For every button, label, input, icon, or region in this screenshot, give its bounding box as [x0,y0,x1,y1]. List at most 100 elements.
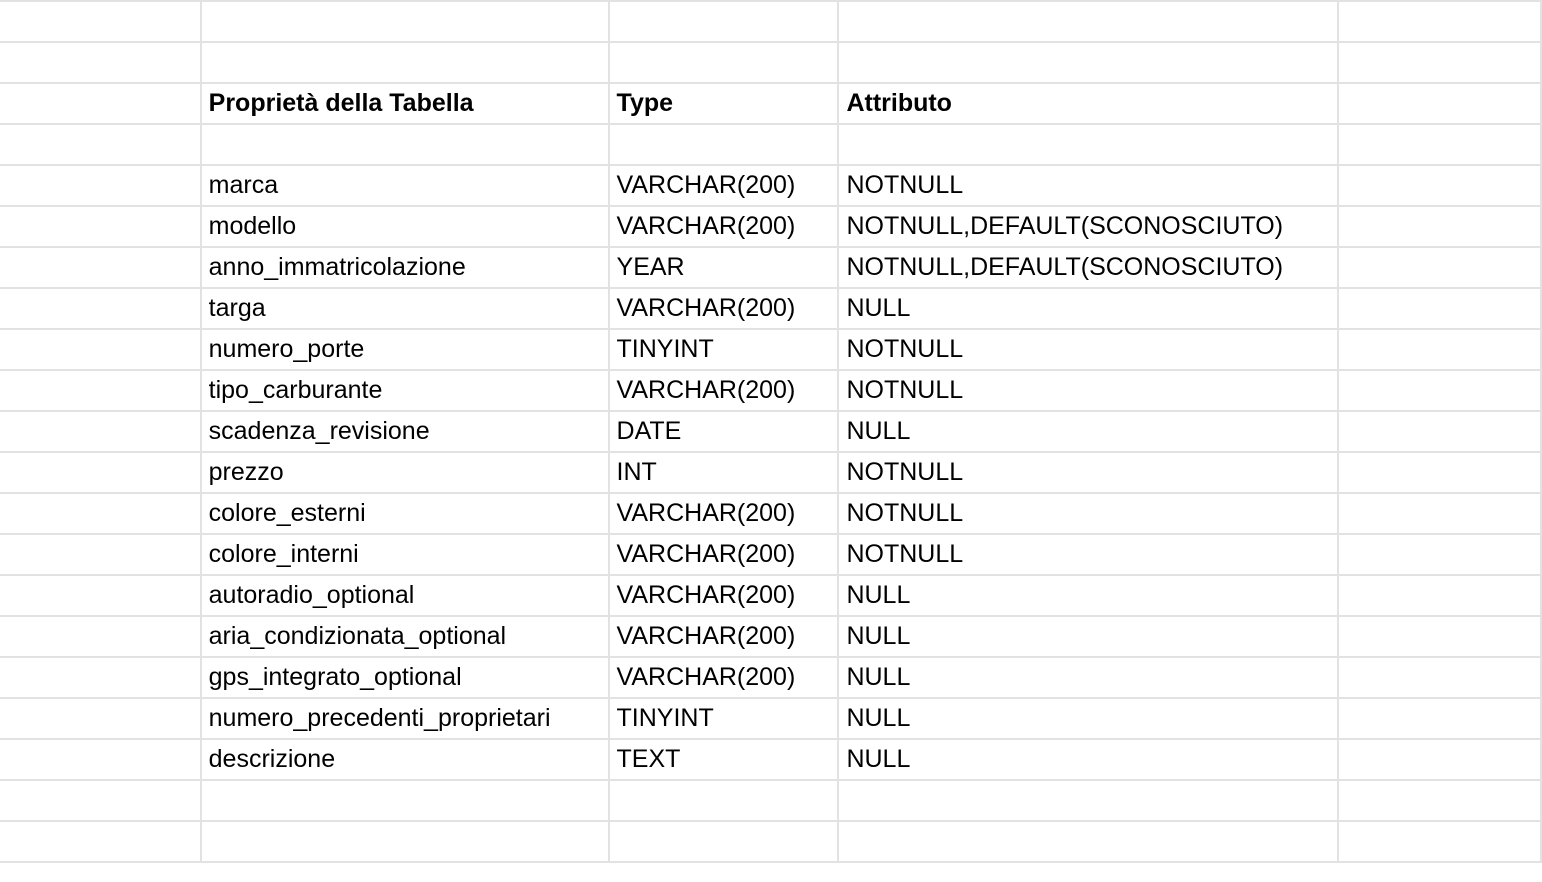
property-cell[interactable]: scadenza_revisione [200,411,610,453]
attribute-cell[interactable]: NULL [838,657,1340,699]
cell[interactable] [1338,288,1542,330]
cell[interactable] [608,124,840,166]
cell[interactable] [0,0,202,43]
property-cell[interactable]: gps_integrato_optional [200,657,610,699]
property-cell[interactable]: aria_condizionata_optional [200,616,610,658]
cell[interactable] [838,42,1340,84]
cell[interactable] [1338,411,1542,453]
attribute-cell[interactable]: NOTNULL [838,329,1340,371]
property-cell[interactable]: autoradio_optional [200,575,610,617]
cell[interactable] [1338,821,1542,863]
cell[interactable] [1338,83,1542,125]
attribute-cell[interactable]: NULL [838,616,1340,658]
property-cell[interactable]: targa [200,288,610,330]
property-cell[interactable]: anno_immatricolazione [200,247,610,289]
cell[interactable] [838,0,1340,43]
cell[interactable] [200,124,610,166]
cell[interactable] [200,42,610,84]
property-cell[interactable]: numero_porte [200,329,610,371]
cell[interactable] [0,616,202,658]
cell[interactable] [838,124,1340,166]
cell[interactable] [0,124,202,166]
cell[interactable] [1338,657,1542,699]
cell[interactable] [0,247,202,289]
attribute-cell[interactable]: NOTNULL [838,493,1340,535]
cell[interactable] [0,780,202,822]
type-cell[interactable]: TINYINT [608,329,840,371]
attribute-cell[interactable]: NOTNULL [838,534,1340,576]
attribute-cell[interactable]: NOTNULL,DEFAULT(SCONOSCIUTO) [838,247,1340,289]
cell[interactable] [1338,165,1542,207]
cell[interactable] [0,42,202,84]
cell[interactable] [0,534,202,576]
type-cell[interactable]: VARCHAR(200) [608,370,840,412]
type-cell[interactable]: DATE [608,411,840,453]
cell[interactable] [1338,370,1542,412]
cell[interactable] [608,42,840,84]
cell[interactable] [0,698,202,740]
cell[interactable] [1338,534,1542,576]
property-cell[interactable]: prezzo [200,452,610,494]
property-cell[interactable]: numero_precedenti_proprietari [200,698,610,740]
cell[interactable] [1338,42,1542,84]
cell[interactable] [1338,698,1542,740]
type-cell[interactable]: VARCHAR(200) [608,165,840,207]
cell[interactable] [0,575,202,617]
cell[interactable] [200,780,610,822]
type-cell[interactable]: VARCHAR(200) [608,493,840,535]
property-cell[interactable]: modello [200,206,610,248]
cell[interactable] [200,0,610,43]
header-cell-property[interactable]: Proprietà della Tabella [200,83,610,125]
type-cell[interactable]: VARCHAR(200) [608,575,840,617]
type-cell[interactable]: VARCHAR(200) [608,657,840,699]
attribute-cell[interactable]: NULL [838,411,1340,453]
attribute-cell[interactable]: NOTNULL,DEFAULT(SCONOSCIUTO) [838,206,1340,248]
type-cell[interactable]: VARCHAR(200) [608,288,840,330]
cell[interactable] [838,780,1340,822]
cell[interactable] [1338,616,1542,658]
type-cell[interactable]: INT [608,452,840,494]
cell[interactable] [0,452,202,494]
type-cell[interactable]: TEXT [608,739,840,781]
type-cell[interactable]: YEAR [608,247,840,289]
cell[interactable] [0,821,202,863]
attribute-cell[interactable]: NOTNULL [838,370,1340,412]
cell[interactable] [0,83,202,125]
attribute-cell[interactable]: NULL [838,739,1340,781]
cell[interactable] [1338,206,1542,248]
attribute-cell[interactable]: NOTNULL [838,452,1340,494]
cell[interactable] [0,739,202,781]
cell[interactable] [0,329,202,371]
cell[interactable] [1338,0,1542,43]
property-cell[interactable]: descrizione [200,739,610,781]
property-cell[interactable]: marca [200,165,610,207]
property-cell[interactable]: colore_esterni [200,493,610,535]
cell[interactable] [1338,739,1542,781]
cell[interactable] [1338,452,1542,494]
cell[interactable] [608,0,840,43]
header-cell-type[interactable]: Type [608,83,840,125]
type-cell[interactable]: VARCHAR(200) [608,616,840,658]
cell[interactable] [0,657,202,699]
cell[interactable] [1338,493,1542,535]
cell[interactable] [0,165,202,207]
cell[interactable] [0,206,202,248]
cell[interactable] [0,411,202,453]
type-cell[interactable]: VARCHAR(200) [608,534,840,576]
cell[interactable] [0,370,202,412]
cell[interactable] [1338,329,1542,371]
header-cell-attribute[interactable]: Attributo [838,83,1340,125]
property-cell[interactable]: colore_interni [200,534,610,576]
cell[interactable] [200,821,610,863]
cell[interactable] [608,821,840,863]
cell[interactable] [1338,124,1542,166]
cell[interactable] [608,780,840,822]
type-cell[interactable]: TINYINT [608,698,840,740]
cell[interactable] [0,493,202,535]
attribute-cell[interactable]: NULL [838,698,1340,740]
property-cell[interactable]: tipo_carburante [200,370,610,412]
cell[interactable] [1338,575,1542,617]
type-cell[interactable]: VARCHAR(200) [608,206,840,248]
attribute-cell[interactable]: NULL [838,575,1340,617]
cell[interactable] [838,821,1340,863]
